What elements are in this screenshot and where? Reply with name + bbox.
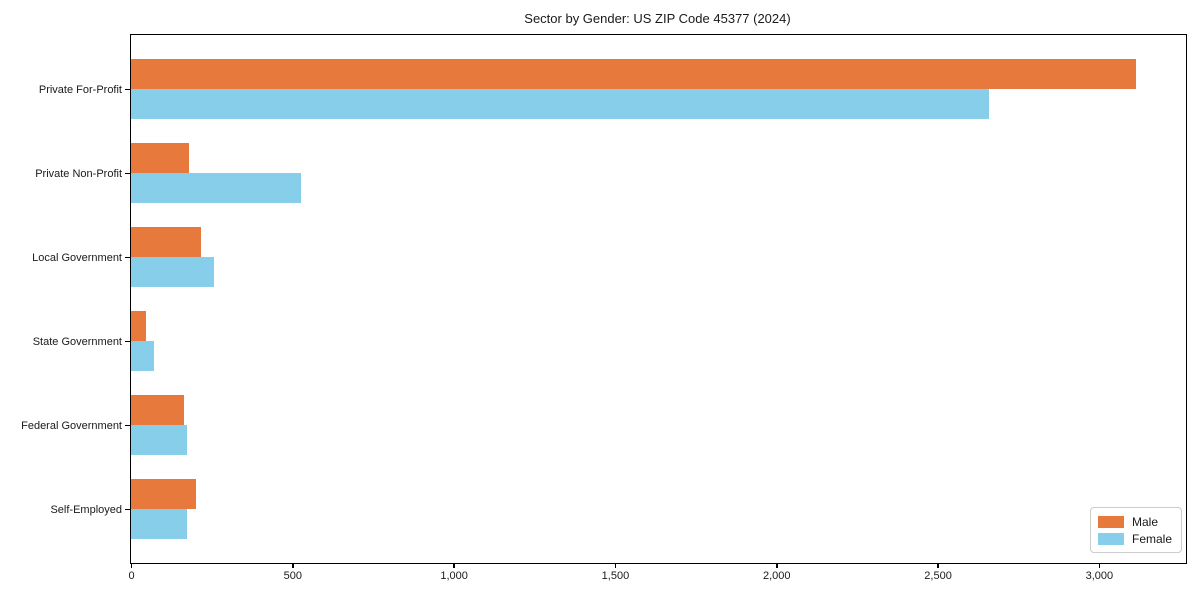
- x-tick-mark: [292, 563, 294, 568]
- legend: Male Female: [1090, 507, 1182, 553]
- x-tick-mark: [614, 563, 617, 568]
- x-tick-label: 1,000: [440, 570, 468, 582]
- x-tick-mark: [776, 563, 778, 568]
- bar-male-self-employed: [131, 479, 196, 509]
- x-tick-mark: [1098, 563, 1101, 568]
- y-tick-label: Federal Government: [21, 419, 122, 432]
- bar-female-federal-government: [131, 425, 188, 455]
- bar-male-federal-government: [131, 395, 184, 425]
- legend-swatch-female: [1098, 532, 1124, 545]
- bar-female-self-employed: [131, 509, 188, 539]
- y-tick-label: Local Government: [32, 251, 122, 264]
- bar-female-private-for-profit: [131, 89, 990, 119]
- y-tick-mark: [125, 340, 130, 343]
- legend-item-female: Female: [1098, 530, 1173, 547]
- plot-area: [130, 34, 1187, 564]
- x-tick-label: 0: [128, 570, 135, 582]
- x-tick-label: 1,500: [601, 570, 630, 582]
- x-tick-mark: [937, 563, 939, 568]
- legend-label-male: Male: [1132, 514, 1159, 529]
- bar-male-state-government: [131, 311, 146, 341]
- x-tick-label: 2,000: [762, 570, 791, 582]
- bar-male-private-for-profit: [131, 59, 1136, 89]
- y-tick-mark: [125, 256, 130, 259]
- y-tick-label: State Government: [32, 335, 122, 348]
- legend-swatch-male: [1098, 515, 1124, 528]
- x-tick-label: 500: [283, 570, 302, 582]
- bar-female-private-non-profit: [131, 173, 302, 203]
- y-tick-mark: [125, 88, 130, 91]
- y-tick-label: Private For-Profit: [38, 83, 122, 96]
- y-tick-label: Self-Employed: [50, 503, 122, 516]
- x-tick-mark: [453, 563, 455, 568]
- y-tick-mark: [125, 508, 130, 511]
- bar-male-local-government: [131, 227, 202, 257]
- chart-title: Sector by Gender: US ZIP Code 45377 (202…: [524, 11, 791, 26]
- legend-label-female: Female: [1132, 531, 1173, 546]
- legend-item-male: Male: [1098, 513, 1173, 530]
- bar-female-local-government: [131, 257, 215, 287]
- bar-male-private-non-profit: [131, 143, 190, 173]
- y-tick-mark: [125, 172, 130, 175]
- y-tick-label: Private Non-Profit: [35, 167, 122, 180]
- x-tick-label: 2,500: [924, 570, 952, 582]
- bar-female-state-government: [131, 341, 154, 371]
- x-tick-label: 3,000: [1085, 570, 1114, 582]
- y-tick-mark: [125, 424, 130, 427]
- x-tick-mark: [130, 563, 133, 568]
